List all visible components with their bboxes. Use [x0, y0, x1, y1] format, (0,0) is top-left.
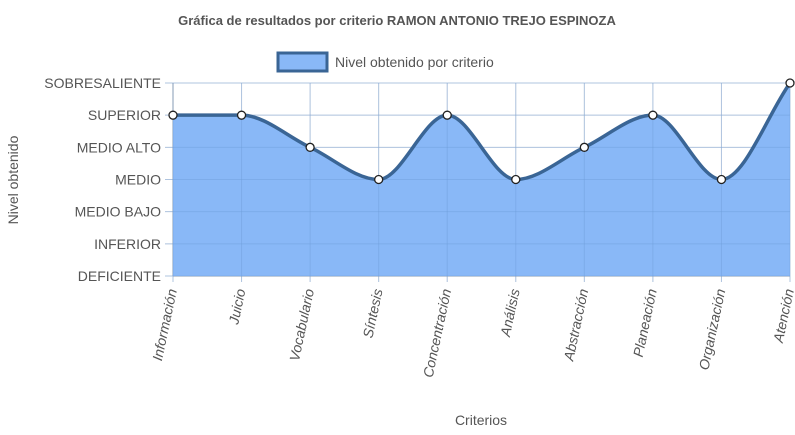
x-axis-ticks: Información Juicio Vocabulario Síntesis Conc… [149, 287, 795, 379]
legend-label: Nivel obtenido por criterio [335, 54, 494, 70]
y-axis-ticks: DEFICIENTE INFERIOR MEDIO BAJO MEDIO MEDIO A… [44, 75, 161, 284]
x-tick-label: Juicio [225, 287, 248, 327]
legend[interactable]: Nivel obtenido por criterio [276, 51, 494, 73]
x-tick-label: Vocabulario [286, 287, 317, 362]
x-tick-label: Abstracción [560, 287, 591, 363]
x-tick-label: Información [149, 287, 180, 362]
chart-title: Gráfica de resultados por criterio RAMON… [178, 13, 616, 28]
y-tick-label: MEDIO ALTO [77, 139, 161, 155]
x-tick-label: Organización [696, 287, 729, 371]
data-point[interactable] [236, 110, 247, 120]
series-line [173, 81, 792, 182]
data-point[interactable] [716, 174, 727, 185]
x-tick-label: Síntesis [360, 287, 386, 339]
x-tick-label: Análisis [497, 287, 523, 339]
x-tick-label: Planeación [630, 287, 660, 358]
plot-area [165, 81, 792, 282]
data-points [168, 78, 795, 185]
legend-swatch [276, 51, 329, 73]
data-point[interactable] [442, 110, 452, 120]
data-point[interactable] [305, 142, 315, 152]
y-tick-label: MEDIO [115, 172, 161, 188]
x-tick-label: Atención [770, 287, 795, 345]
y-tick-label: INFERIOR [94, 236, 161, 252]
data-point[interactable] [374, 174, 384, 185]
y-tick-label: SUPERIOR [88, 107, 161, 123]
data-point[interactable] [579, 142, 589, 152]
x-tick-label: Concentración [420, 287, 454, 379]
data-point[interactable] [168, 110, 178, 120]
data-point[interactable] [511, 174, 521, 185]
y-tick-label: SOBRESALIENTE [44, 75, 161, 91]
data-point[interactable] [785, 78, 795, 88]
x-axis-label: Criterios [455, 412, 507, 428]
y-tick-label: MEDIO BAJO [75, 204, 161, 220]
series-area [173, 83, 790, 276]
y-axis-label: Nivel obtenido [5, 135, 21, 224]
y-tick-label: DEFICIENTE [78, 268, 161, 284]
data-point[interactable] [648, 110, 658, 120]
